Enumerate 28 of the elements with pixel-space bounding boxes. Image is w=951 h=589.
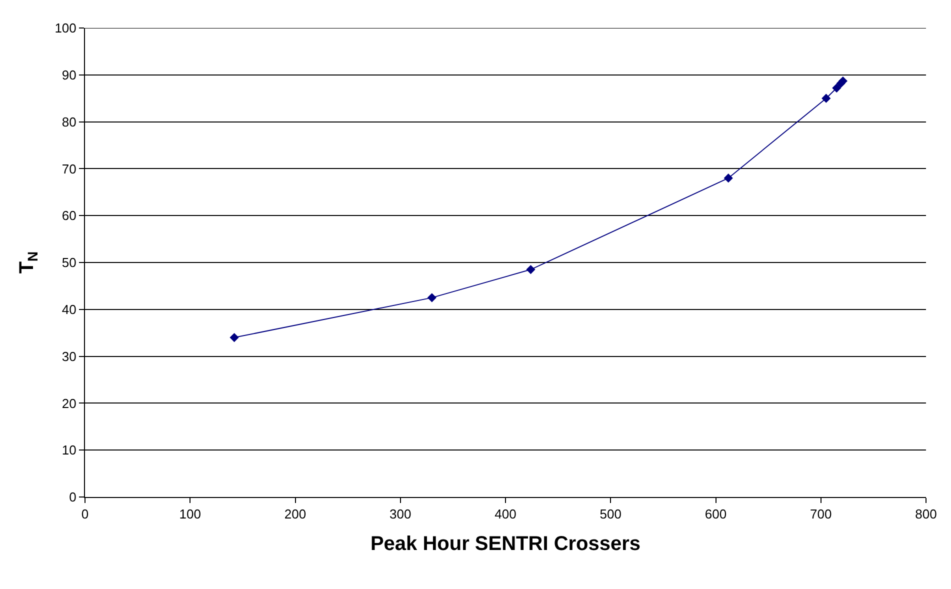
point	[822, 94, 831, 103]
y-tick-label: 70	[62, 161, 76, 176]
y-tick-label: 90	[62, 67, 76, 82]
point	[724, 174, 733, 183]
y-tick-label: 100	[54, 20, 76, 36]
point	[526, 264, 536, 274]
y-tick-label: 10	[62, 442, 76, 458]
point	[832, 83, 842, 93]
x-tick-label: 700	[810, 506, 832, 522]
point	[230, 332, 239, 342]
y-tick-label: 0	[69, 490, 76, 505]
point	[427, 293, 436, 302]
x-tick-label: 100	[179, 506, 201, 522]
y-tick-label: 30	[62, 348, 76, 364]
x-tick-label: 300	[390, 506, 412, 522]
x-tick-label: 400	[494, 506, 516, 522]
x-tick-label: 200	[284, 506, 306, 522]
point	[838, 76, 848, 86]
y-tick-label: 40	[62, 302, 76, 317]
y-tick-label: 20	[62, 396, 76, 411]
y-tick-label: 80	[62, 114, 76, 130]
x-axis-title: Peak Hour SENTRI Crossers	[370, 533, 641, 556]
y-tick-label: 50	[62, 255, 76, 270]
y-tick-label: 60	[62, 208, 76, 224]
x-tick-label: 600	[704, 506, 727, 522]
x-tick-label: 500	[600, 506, 622, 522]
x-tick-label: 0	[81, 506, 89, 522]
x-tick-label: 800	[915, 506, 937, 522]
